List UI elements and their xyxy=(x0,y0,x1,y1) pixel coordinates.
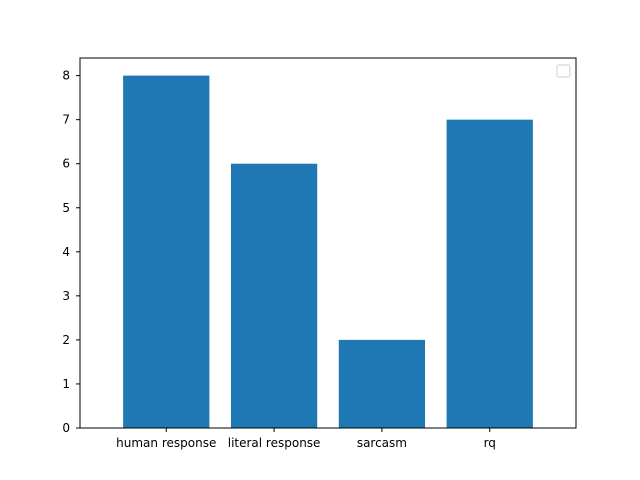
bar-literal-response xyxy=(230,163,318,428)
x-axis: human response literal response sarcasm rq xyxy=(116,428,496,450)
bar-human-response xyxy=(123,75,210,428)
y-tick-label: 5 xyxy=(62,201,70,215)
bar-sarcasm xyxy=(338,339,426,428)
y-tick-label: 0 xyxy=(62,421,70,435)
y-tick-label: 2 xyxy=(62,333,70,347)
bar-rq xyxy=(446,119,533,429)
x-tick-label: sarcasm xyxy=(357,436,407,450)
plot-frame xyxy=(79,57,577,429)
y-tick-label: 4 xyxy=(62,245,70,259)
y-tick-label: 6 xyxy=(62,157,70,171)
x-tick-label: literal response xyxy=(228,436,321,450)
y-tick-label: 1 xyxy=(62,377,70,391)
x-tick-label: human response xyxy=(116,436,216,450)
legend xyxy=(556,64,571,78)
y-tick-label: 3 xyxy=(62,289,70,303)
y-axis: 0 1 2 3 4 5 6 7 8 xyxy=(62,69,80,435)
y-tick-label: 8 xyxy=(62,69,70,83)
y-tick-label: 7 xyxy=(62,113,70,127)
legend-box xyxy=(556,64,571,78)
x-tick-label: rq xyxy=(484,436,496,450)
bars-group xyxy=(123,75,533,429)
